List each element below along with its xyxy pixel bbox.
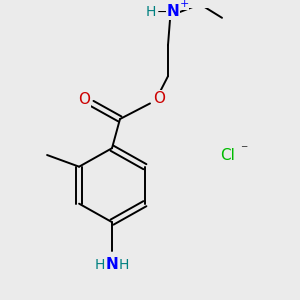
Text: H: H — [119, 258, 129, 272]
Text: N: N — [106, 257, 118, 272]
Text: +: + — [179, 0, 189, 9]
Text: H: H — [95, 258, 105, 272]
Text: O: O — [78, 92, 90, 107]
Text: Cl: Cl — [220, 148, 236, 164]
Text: ⁻: ⁻ — [240, 143, 248, 157]
Text: H: H — [146, 5, 156, 19]
Text: −: − — [157, 5, 167, 19]
Text: N: N — [167, 4, 179, 20]
Text: O: O — [153, 91, 165, 106]
